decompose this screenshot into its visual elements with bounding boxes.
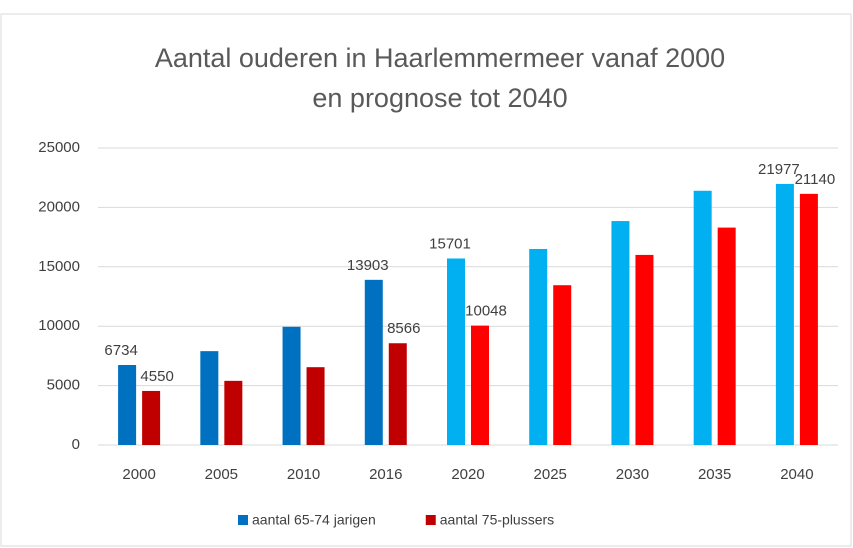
bar — [388, 343, 407, 445]
bar — [306, 367, 325, 445]
bar — [200, 351, 219, 445]
x-tick-label: 2005 — [205, 466, 238, 483]
bar — [775, 183, 794, 445]
bar — [142, 390, 161, 445]
bar — [611, 221, 630, 445]
data-label: 21977 — [758, 161, 800, 178]
x-tick-label: 2035 — [698, 466, 731, 483]
y-tick-label: 0 — [72, 436, 80, 453]
bar — [282, 326, 301, 445]
bar — [717, 227, 736, 445]
y-tick-label: 15000 — [38, 258, 80, 275]
y-tick-label: 5000 — [47, 377, 80, 394]
y-tick-label: 25000 — [38, 139, 80, 156]
bar — [447, 258, 465, 445]
bar — [693, 190, 712, 445]
bar — [118, 365, 137, 445]
y-tick-label: 10000 — [38, 317, 80, 334]
legend-label: aantal 75-plussers — [440, 512, 554, 528]
bar — [799, 193, 818, 445]
chart-title: en prognose tot 2040 — [312, 83, 567, 113]
bar — [471, 325, 489, 445]
data-label: 15701 — [429, 235, 471, 252]
data-label: 10048 — [465, 303, 507, 320]
legend-label: aantal 65-74 jarigen — [252, 512, 376, 528]
legend-swatch — [425, 515, 436, 525]
bar — [529, 248, 548, 445]
data-label: 8566 — [387, 320, 420, 337]
x-tick-label: 2020 — [451, 466, 484, 483]
bar — [635, 254, 654, 445]
chart-title: Aantal ouderen in Haarlemmermeer vanaf 2… — [155, 43, 725, 73]
data-label: 21140 — [795, 171, 836, 188]
bar — [553, 285, 572, 445]
bar — [364, 279, 383, 445]
y-tick-label: 20000 — [38, 198, 80, 215]
bar — [224, 380, 243, 445]
x-tick-label: 2030 — [616, 466, 649, 483]
legend-swatch — [238, 515, 248, 525]
x-tick-label: 2025 — [534, 466, 567, 483]
x-tick-label: 2010 — [287, 466, 320, 483]
data-label: 4550 — [140, 368, 173, 385]
x-tick-label: 2016 — [369, 466, 402, 483]
data-label: 6734 — [104, 342, 137, 359]
x-tick-label: 2040 — [780, 466, 813, 483]
data-label: 13903 — [347, 257, 389, 274]
x-tick-label: 2000 — [122, 466, 155, 483]
